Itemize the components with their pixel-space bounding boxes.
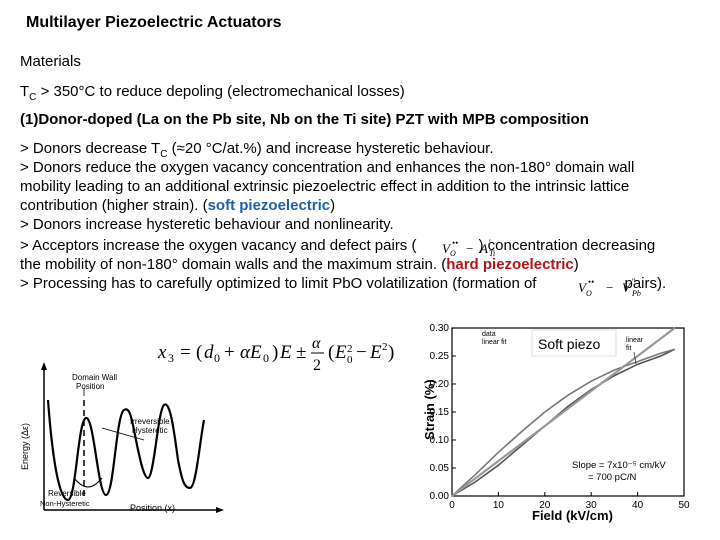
soft-piezo-label: Soft piezo bbox=[538, 336, 600, 352]
svg-text:0: 0 bbox=[214, 351, 220, 365]
text-line-5: > Donors increase hysteretic behaviour a… bbox=[20, 216, 394, 233]
donor-heading: (1)Donor-doped (La on the Pb site, Nb on… bbox=[20, 111, 589, 128]
svg-text:V: V bbox=[622, 280, 632, 295]
svg-text:Ti: Ti bbox=[489, 249, 495, 258]
svg-text:(: ( bbox=[196, 342, 202, 363]
slide-title: Multilayer Piezoelectric Actuators bbox=[26, 14, 282, 31]
svg-text:): ) bbox=[388, 342, 394, 363]
x-tick-label: 20 bbox=[539, 500, 551, 511]
y-tick-label: 0.05 bbox=[430, 463, 450, 474]
x-tick-label: 0 bbox=[449, 500, 455, 511]
soft-piezo-box bbox=[531, 329, 617, 357]
svg-text:V: V bbox=[578, 280, 588, 295]
svg-text:+: + bbox=[224, 342, 235, 363]
svg-text:': ' bbox=[489, 238, 491, 248]
svg-text:0: 0 bbox=[263, 351, 269, 365]
annot-linear: linear bbox=[626, 337, 644, 344]
svg-text:0: 0 bbox=[347, 354, 353, 366]
y-tick-label: 0.10 bbox=[430, 435, 450, 446]
x-tick-label: 40 bbox=[632, 500, 644, 511]
energy-position-plot: Energy (Δε) Position (x) Domain Wall Pos… bbox=[20, 362, 224, 513]
energy-ylabel: Energy (Δε) bbox=[20, 423, 30, 470]
svg-text:E: E bbox=[334, 342, 347, 363]
annot-fit: fit bbox=[626, 345, 632, 352]
svg-text:2: 2 bbox=[347, 343, 353, 355]
svg-text:3: 3 bbox=[168, 351, 174, 365]
non-hysteretic-label: Non-Hysteretic bbox=[40, 499, 90, 508]
svg-text:αE: αE bbox=[240, 342, 262, 363]
defect-pair-formula-1: V O •• − A ' Ti bbox=[442, 238, 495, 258]
svg-text:x: x bbox=[157, 342, 167, 363]
svg-text:'': '' bbox=[632, 277, 636, 287]
text-line-1: > Donors decrease TC (≈20 °C/at.%) and i… bbox=[20, 140, 494, 160]
slope-value: = 700 pC/N bbox=[588, 472, 636, 483]
series-line-2 bbox=[451, 348, 675, 497]
text-line-8: > Processing has to carefully optimized … bbox=[20, 275, 667, 292]
energy-xlabel: Position (x) bbox=[130, 503, 175, 513]
svg-text:E: E bbox=[369, 342, 382, 363]
chart-xlabel: Field (kV/cm) bbox=[532, 508, 613, 523]
x-tick-label: 50 bbox=[678, 500, 690, 511]
legend-linear-fit: linear fit bbox=[482, 339, 507, 346]
svg-text:−: − bbox=[466, 241, 473, 256]
svg-text:2: 2 bbox=[313, 357, 321, 374]
svg-text:2: 2 bbox=[382, 341, 388, 353]
svg-text:−: − bbox=[606, 280, 613, 295]
svg-text:••: •• bbox=[588, 277, 594, 287]
x-tick-label: 30 bbox=[586, 500, 598, 511]
slope-annotation: Slope = 7x10⁻⁵ cm/kV bbox=[572, 460, 666, 471]
y-tick-label: 0.00 bbox=[430, 491, 450, 502]
svg-text:O: O bbox=[586, 289, 592, 298]
svg-text:(: ( bbox=[328, 342, 334, 363]
series-line-3 bbox=[451, 327, 676, 497]
domain-wall-label: Domain Wall bbox=[72, 373, 117, 382]
svg-text:V: V bbox=[442, 241, 452, 256]
svg-text:): ) bbox=[272, 342, 278, 363]
y-tick-label: 0.30 bbox=[430, 323, 450, 334]
y-tick-label: 0.15 bbox=[430, 407, 450, 418]
energy-curve bbox=[46, 399, 206, 502]
y-tick-label: 0.25 bbox=[430, 351, 450, 362]
svg-text:d: d bbox=[204, 342, 214, 363]
tc-line: TC > 350°C to reduce depoling (electrome… bbox=[20, 83, 405, 103]
text-line-4: contribution (higher strain). (soft piez… bbox=[20, 197, 336, 214]
svg-text:α: α bbox=[312, 335, 321, 352]
domain-wall-label-2: Position bbox=[76, 382, 104, 391]
section-subtitle: Materials bbox=[20, 53, 81, 70]
svg-text:=: = bbox=[180, 342, 191, 363]
x-tick-label: 10 bbox=[493, 500, 505, 511]
defect-pair-formula-2: V O •• − V '' Pb bbox=[578, 277, 641, 298]
legend-data: data bbox=[482, 331, 496, 338]
chart-ylabel: Strain (%) bbox=[422, 379, 437, 440]
svg-text:±: ± bbox=[296, 342, 306, 363]
hysteretic-label: Hysteretic bbox=[132, 426, 168, 435]
text-line-2: > Donors reduce the oxygen vacancy conce… bbox=[20, 159, 635, 176]
svg-text:E: E bbox=[279, 342, 292, 363]
svg-text:O: O bbox=[450, 249, 456, 258]
text-line-7: the mobility of non-180° domain walls an… bbox=[20, 256, 579, 273]
svg-text:••: •• bbox=[452, 238, 458, 248]
text-line-6: > Acceptors increase the oxygen vacancy … bbox=[20, 237, 656, 254]
series-line-1 bbox=[451, 348, 676, 497]
svg-text:A: A bbox=[479, 241, 488, 256]
reversible-label: Reversible bbox=[48, 489, 86, 498]
text-line-3: mobility leading to an additional extrin… bbox=[20, 178, 630, 195]
svg-text:−: − bbox=[356, 342, 367, 363]
strain-field-chart: 0 10 20 30 40 500.000.050.100.150.200.250.30 … bbox=[422, 323, 690, 523]
y-tick-label: 0.20 bbox=[430, 379, 450, 390]
irreversible-label: Irreversible bbox=[130, 417, 170, 426]
svg-text:Pb: Pb bbox=[631, 289, 641, 298]
